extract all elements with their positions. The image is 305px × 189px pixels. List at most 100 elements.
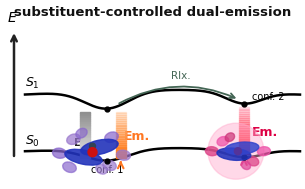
Ellipse shape bbox=[67, 134, 80, 144]
Polygon shape bbox=[116, 125, 126, 126]
Ellipse shape bbox=[225, 133, 235, 142]
Circle shape bbox=[235, 148, 241, 155]
Polygon shape bbox=[116, 154, 126, 156]
Polygon shape bbox=[116, 143, 126, 145]
Polygon shape bbox=[80, 126, 90, 128]
Polygon shape bbox=[80, 150, 90, 152]
Polygon shape bbox=[116, 121, 126, 123]
Polygon shape bbox=[116, 117, 126, 119]
Polygon shape bbox=[239, 120, 249, 122]
Polygon shape bbox=[239, 135, 249, 137]
Polygon shape bbox=[116, 148, 126, 150]
Polygon shape bbox=[116, 123, 126, 125]
Polygon shape bbox=[80, 136, 90, 137]
Polygon shape bbox=[116, 141, 126, 143]
Ellipse shape bbox=[65, 149, 102, 165]
Circle shape bbox=[88, 148, 97, 157]
Text: $S_0$: $S_0$ bbox=[25, 134, 40, 149]
Polygon shape bbox=[80, 141, 90, 143]
Polygon shape bbox=[80, 128, 90, 130]
Polygon shape bbox=[80, 113, 90, 115]
Text: Em.: Em. bbox=[252, 126, 278, 139]
Polygon shape bbox=[80, 119, 90, 121]
Polygon shape bbox=[80, 152, 90, 154]
Polygon shape bbox=[80, 132, 90, 134]
Polygon shape bbox=[239, 129, 249, 131]
Polygon shape bbox=[116, 113, 126, 115]
Polygon shape bbox=[80, 130, 90, 132]
Text: Em.: Em. bbox=[124, 130, 150, 143]
Polygon shape bbox=[116, 150, 126, 152]
Text: conf. 2: conf. 2 bbox=[252, 92, 285, 102]
Polygon shape bbox=[239, 107, 249, 108]
Polygon shape bbox=[239, 143, 249, 145]
Polygon shape bbox=[239, 108, 249, 110]
Polygon shape bbox=[116, 147, 126, 148]
Polygon shape bbox=[239, 128, 249, 129]
Polygon shape bbox=[116, 132, 126, 134]
Ellipse shape bbox=[247, 156, 259, 166]
Polygon shape bbox=[239, 124, 249, 126]
Polygon shape bbox=[80, 134, 90, 136]
Ellipse shape bbox=[96, 164, 107, 174]
Ellipse shape bbox=[257, 147, 271, 156]
Polygon shape bbox=[80, 156, 90, 158]
Ellipse shape bbox=[217, 148, 251, 160]
Text: substituent-controlled dual-emission: substituent-controlled dual-emission bbox=[14, 6, 291, 19]
Polygon shape bbox=[80, 123, 90, 125]
Ellipse shape bbox=[81, 139, 118, 155]
Polygon shape bbox=[239, 152, 249, 154]
Polygon shape bbox=[239, 141, 249, 143]
Ellipse shape bbox=[105, 132, 118, 143]
Polygon shape bbox=[239, 114, 249, 116]
Polygon shape bbox=[239, 116, 249, 118]
Polygon shape bbox=[80, 154, 90, 156]
Polygon shape bbox=[239, 112, 249, 114]
Polygon shape bbox=[239, 139, 249, 141]
Polygon shape bbox=[116, 136, 126, 137]
Polygon shape bbox=[239, 150, 249, 152]
Polygon shape bbox=[116, 112, 126, 113]
Text: Rlx.: Rlx. bbox=[170, 71, 190, 81]
Ellipse shape bbox=[117, 150, 131, 160]
Ellipse shape bbox=[63, 162, 76, 173]
Polygon shape bbox=[116, 134, 126, 136]
Polygon shape bbox=[239, 122, 249, 124]
Polygon shape bbox=[80, 117, 90, 119]
Polygon shape bbox=[239, 145, 249, 147]
Polygon shape bbox=[239, 126, 249, 128]
Text: conf. 1: conf. 1 bbox=[91, 165, 123, 175]
Polygon shape bbox=[239, 149, 249, 150]
Ellipse shape bbox=[103, 160, 116, 170]
Polygon shape bbox=[80, 143, 90, 145]
Ellipse shape bbox=[52, 148, 66, 158]
Polygon shape bbox=[80, 125, 90, 126]
Polygon shape bbox=[116, 126, 126, 128]
Polygon shape bbox=[80, 145, 90, 147]
Polygon shape bbox=[239, 147, 249, 149]
Ellipse shape bbox=[241, 161, 251, 170]
Polygon shape bbox=[116, 115, 126, 117]
Polygon shape bbox=[239, 131, 249, 133]
Polygon shape bbox=[80, 112, 90, 113]
Circle shape bbox=[89, 143, 95, 149]
Text: $E$: $E$ bbox=[7, 11, 17, 25]
Polygon shape bbox=[116, 139, 126, 141]
Polygon shape bbox=[80, 137, 90, 139]
Polygon shape bbox=[239, 110, 249, 112]
Polygon shape bbox=[80, 139, 90, 141]
Text: $S_1$: $S_1$ bbox=[25, 76, 40, 91]
Polygon shape bbox=[80, 115, 90, 117]
Circle shape bbox=[208, 123, 264, 179]
Polygon shape bbox=[239, 118, 249, 120]
Polygon shape bbox=[116, 130, 126, 132]
Polygon shape bbox=[239, 133, 249, 135]
Polygon shape bbox=[116, 156, 126, 158]
Polygon shape bbox=[80, 147, 90, 148]
Ellipse shape bbox=[205, 147, 218, 156]
Polygon shape bbox=[116, 152, 126, 154]
Polygon shape bbox=[80, 148, 90, 150]
Polygon shape bbox=[116, 119, 126, 121]
Text: Ex.: Ex. bbox=[74, 138, 92, 148]
Ellipse shape bbox=[217, 136, 229, 146]
